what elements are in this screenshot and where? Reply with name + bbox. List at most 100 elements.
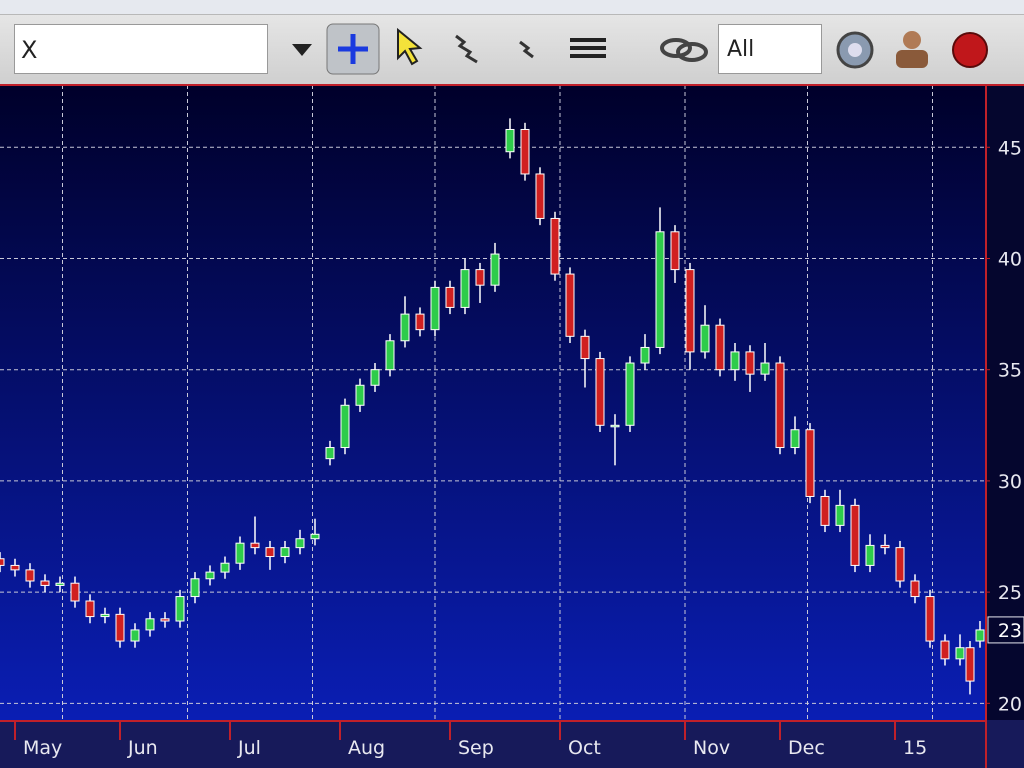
- candle-body: [505, 128, 515, 153]
- candle-body: [370, 369, 380, 386]
- candle-body: [175, 596, 185, 622]
- candle-body: [975, 629, 985, 642]
- candle-body: [205, 571, 215, 580]
- link-icon-2: [676, 42, 708, 62]
- x-tick-label: Nov: [693, 737, 730, 759]
- candle-body: [10, 564, 20, 571]
- candle-body: [25, 569, 35, 582]
- candle-body: [580, 335, 590, 360]
- settings-lines[interactable]: [570, 38, 606, 58]
- candle-body: [235, 542, 245, 564]
- candle-body: [490, 253, 500, 286]
- candle-body: [85, 600, 95, 618]
- candle-body: [880, 544, 890, 549]
- candle-body: [805, 429, 815, 497]
- candle-body: [655, 231, 665, 348]
- title-strip: [0, 0, 1024, 15]
- candle-body: [55, 582, 65, 586]
- toolbar: X All: [0, 0, 1024, 85]
- filter-select[interactable]: All: [718, 24, 822, 74]
- candle-body: [730, 351, 740, 371]
- candle-body: [325, 447, 335, 460]
- close-button[interactable]: [952, 32, 988, 68]
- candle-body: [820, 495, 830, 526]
- candle-body: [760, 362, 770, 375]
- candle-body: [940, 640, 950, 660]
- candle-body: [160, 618, 170, 622]
- candle-body: [475, 269, 485, 286]
- candle-body: [535, 173, 545, 219]
- candle-body: [745, 351, 755, 375]
- candle-body: [895, 547, 905, 582]
- candle-body: [220, 562, 230, 573]
- candle-body: [520, 128, 530, 175]
- candle-body: [310, 533, 320, 540]
- candle-body: [145, 618, 155, 631]
- candle-body: [625, 362, 635, 426]
- last-price-box: [987, 616, 1024, 644]
- y-tick-label: 45: [998, 137, 1022, 159]
- x-tick-label: Sep: [458, 737, 494, 759]
- candle-body: [965, 647, 975, 682]
- line-tool[interactable]: [519, 40, 534, 59]
- candle-body: [445, 286, 455, 308]
- symbol-input[interactable]: X: [14, 24, 268, 74]
- x-tick-label: Aug: [348, 737, 385, 759]
- candle-body: [280, 547, 290, 558]
- y-tick-label: 30: [998, 471, 1022, 493]
- user-body: [896, 50, 928, 68]
- candle-body: [70, 582, 80, 602]
- candle-body: [790, 429, 800, 449]
- candle-body: [190, 578, 200, 598]
- candle-body: [385, 340, 395, 371]
- candle-body: [925, 596, 935, 642]
- x-tick-label: Oct: [568, 737, 601, 759]
- gear-center: [848, 43, 862, 57]
- candle-body: [955, 647, 965, 660]
- y-tick-label: 40: [998, 248, 1022, 270]
- pointer-tool[interactable]: [397, 27, 423, 66]
- candle-body: [835, 504, 845, 526]
- y-axis-area: [985, 85, 1024, 720]
- candle-body: [595, 358, 605, 426]
- candle-body: [685, 269, 695, 353]
- candle-body: [355, 384, 365, 406]
- candle-body: [400, 313, 410, 342]
- user-head[interactable]: [903, 31, 921, 49]
- candle-body: [610, 424, 620, 428]
- candle-body: [700, 324, 710, 353]
- x-tick-label: May: [23, 737, 62, 759]
- x-axis-area: [0, 720, 1024, 768]
- candle-body: [115, 613, 125, 642]
- x-tick-label: Dec: [788, 737, 825, 759]
- candle-body: [265, 547, 275, 558]
- candle-body: [340, 404, 350, 449]
- candle-body: [295, 538, 305, 549]
- draw-tool[interactable]: [455, 34, 478, 64]
- candle-body: [100, 613, 110, 618]
- candle-body: [415, 313, 425, 331]
- candle-body: [0, 558, 5, 566]
- y-tick-label: 35: [998, 360, 1022, 382]
- candle-body: [550, 217, 560, 275]
- x-tick-label: Jun: [127, 737, 158, 759]
- last-price-label: 23: [998, 620, 1022, 642]
- candle-body: [670, 231, 680, 271]
- link-icon[interactable]: [660, 38, 692, 58]
- candle-body: [640, 346, 650, 364]
- candle-body: [250, 542, 260, 549]
- candle-body: [715, 324, 725, 371]
- candle-body: [40, 580, 50, 586]
- candle-body: [910, 580, 920, 598]
- y-tick-label: 20: [998, 693, 1022, 715]
- plus-icon: [338, 34, 368, 64]
- dropdown-arrow[interactable]: [292, 44, 312, 56]
- x-tick-label: Jul: [237, 737, 261, 759]
- candle-body: [430, 286, 440, 331]
- toolbar-icons: [292, 23, 988, 75]
- candle-body: [565, 273, 575, 337]
- candle-body: [460, 269, 470, 308]
- candle-body: [775, 362, 785, 449]
- plot-area: [0, 85, 985, 720]
